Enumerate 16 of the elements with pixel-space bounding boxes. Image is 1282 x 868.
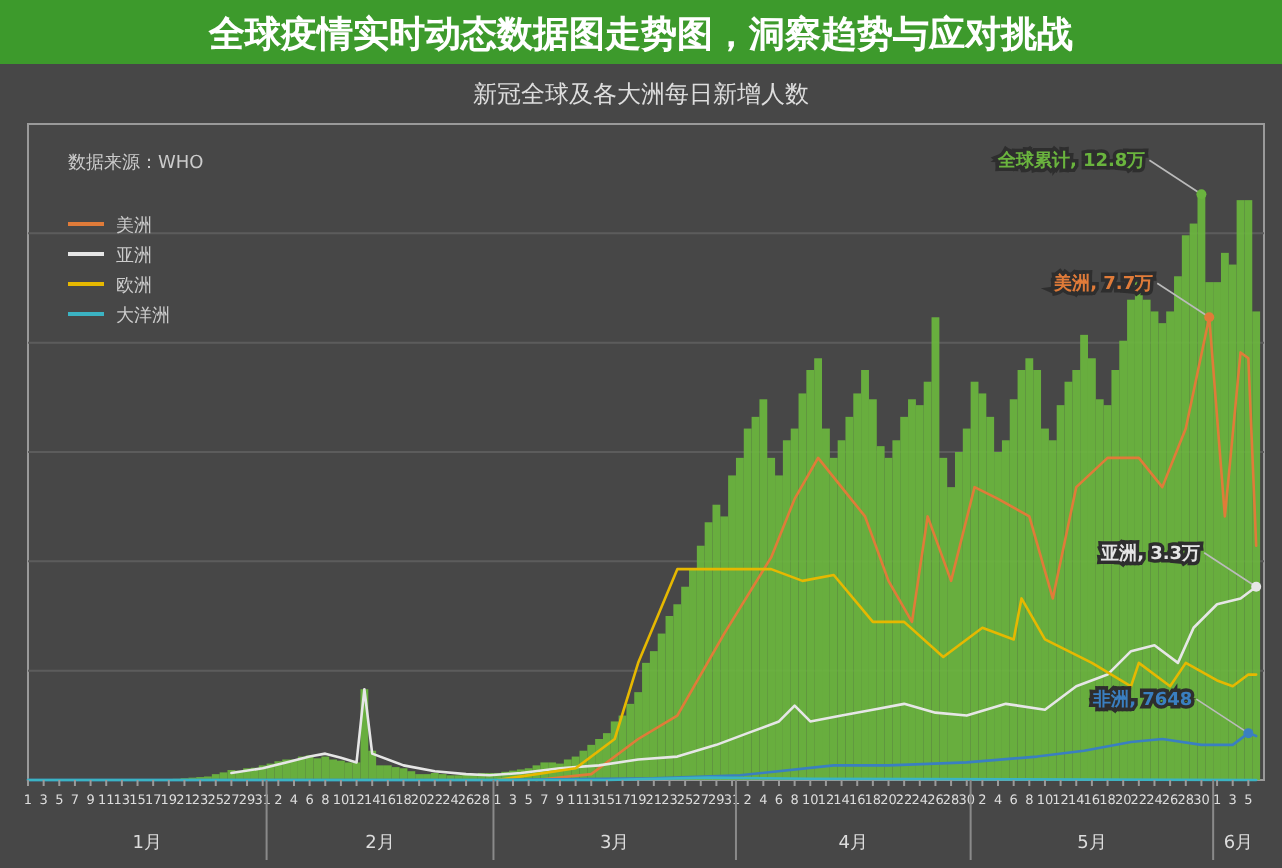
text: 2月 <box>365 834 395 854</box>
legend-label: 美洲 <box>116 215 152 237</box>
annotation: 非洲, 7648 <box>1091 689 1193 712</box>
text: 6月 <box>1223 834 1254 854</box>
text: 全球疫情实时动态数据图走势图，洞察趋势与应对挑战 <box>207 14 1073 56</box>
text: 3月 <box>599 834 630 854</box>
legend-label: 大洋洲 <box>116 305 170 327</box>
chart-title: 新冠全球及各大洲每日新增人数 <box>473 80 809 108</box>
text: 1月 <box>132 834 163 854</box>
annotation: 亚洲, 3.3万 <box>1099 542 1201 565</box>
text: 4月 <box>838 834 869 854</box>
legend-label: 欧洲 <box>116 275 152 297</box>
text: 5月 <box>1077 834 1107 854</box>
legend-label: 亚洲 <box>116 245 152 267</box>
source-note: 数据来源：WHO <box>68 152 204 174</box>
annotation: 全球累计, 12.8万 <box>995 150 1146 173</box>
